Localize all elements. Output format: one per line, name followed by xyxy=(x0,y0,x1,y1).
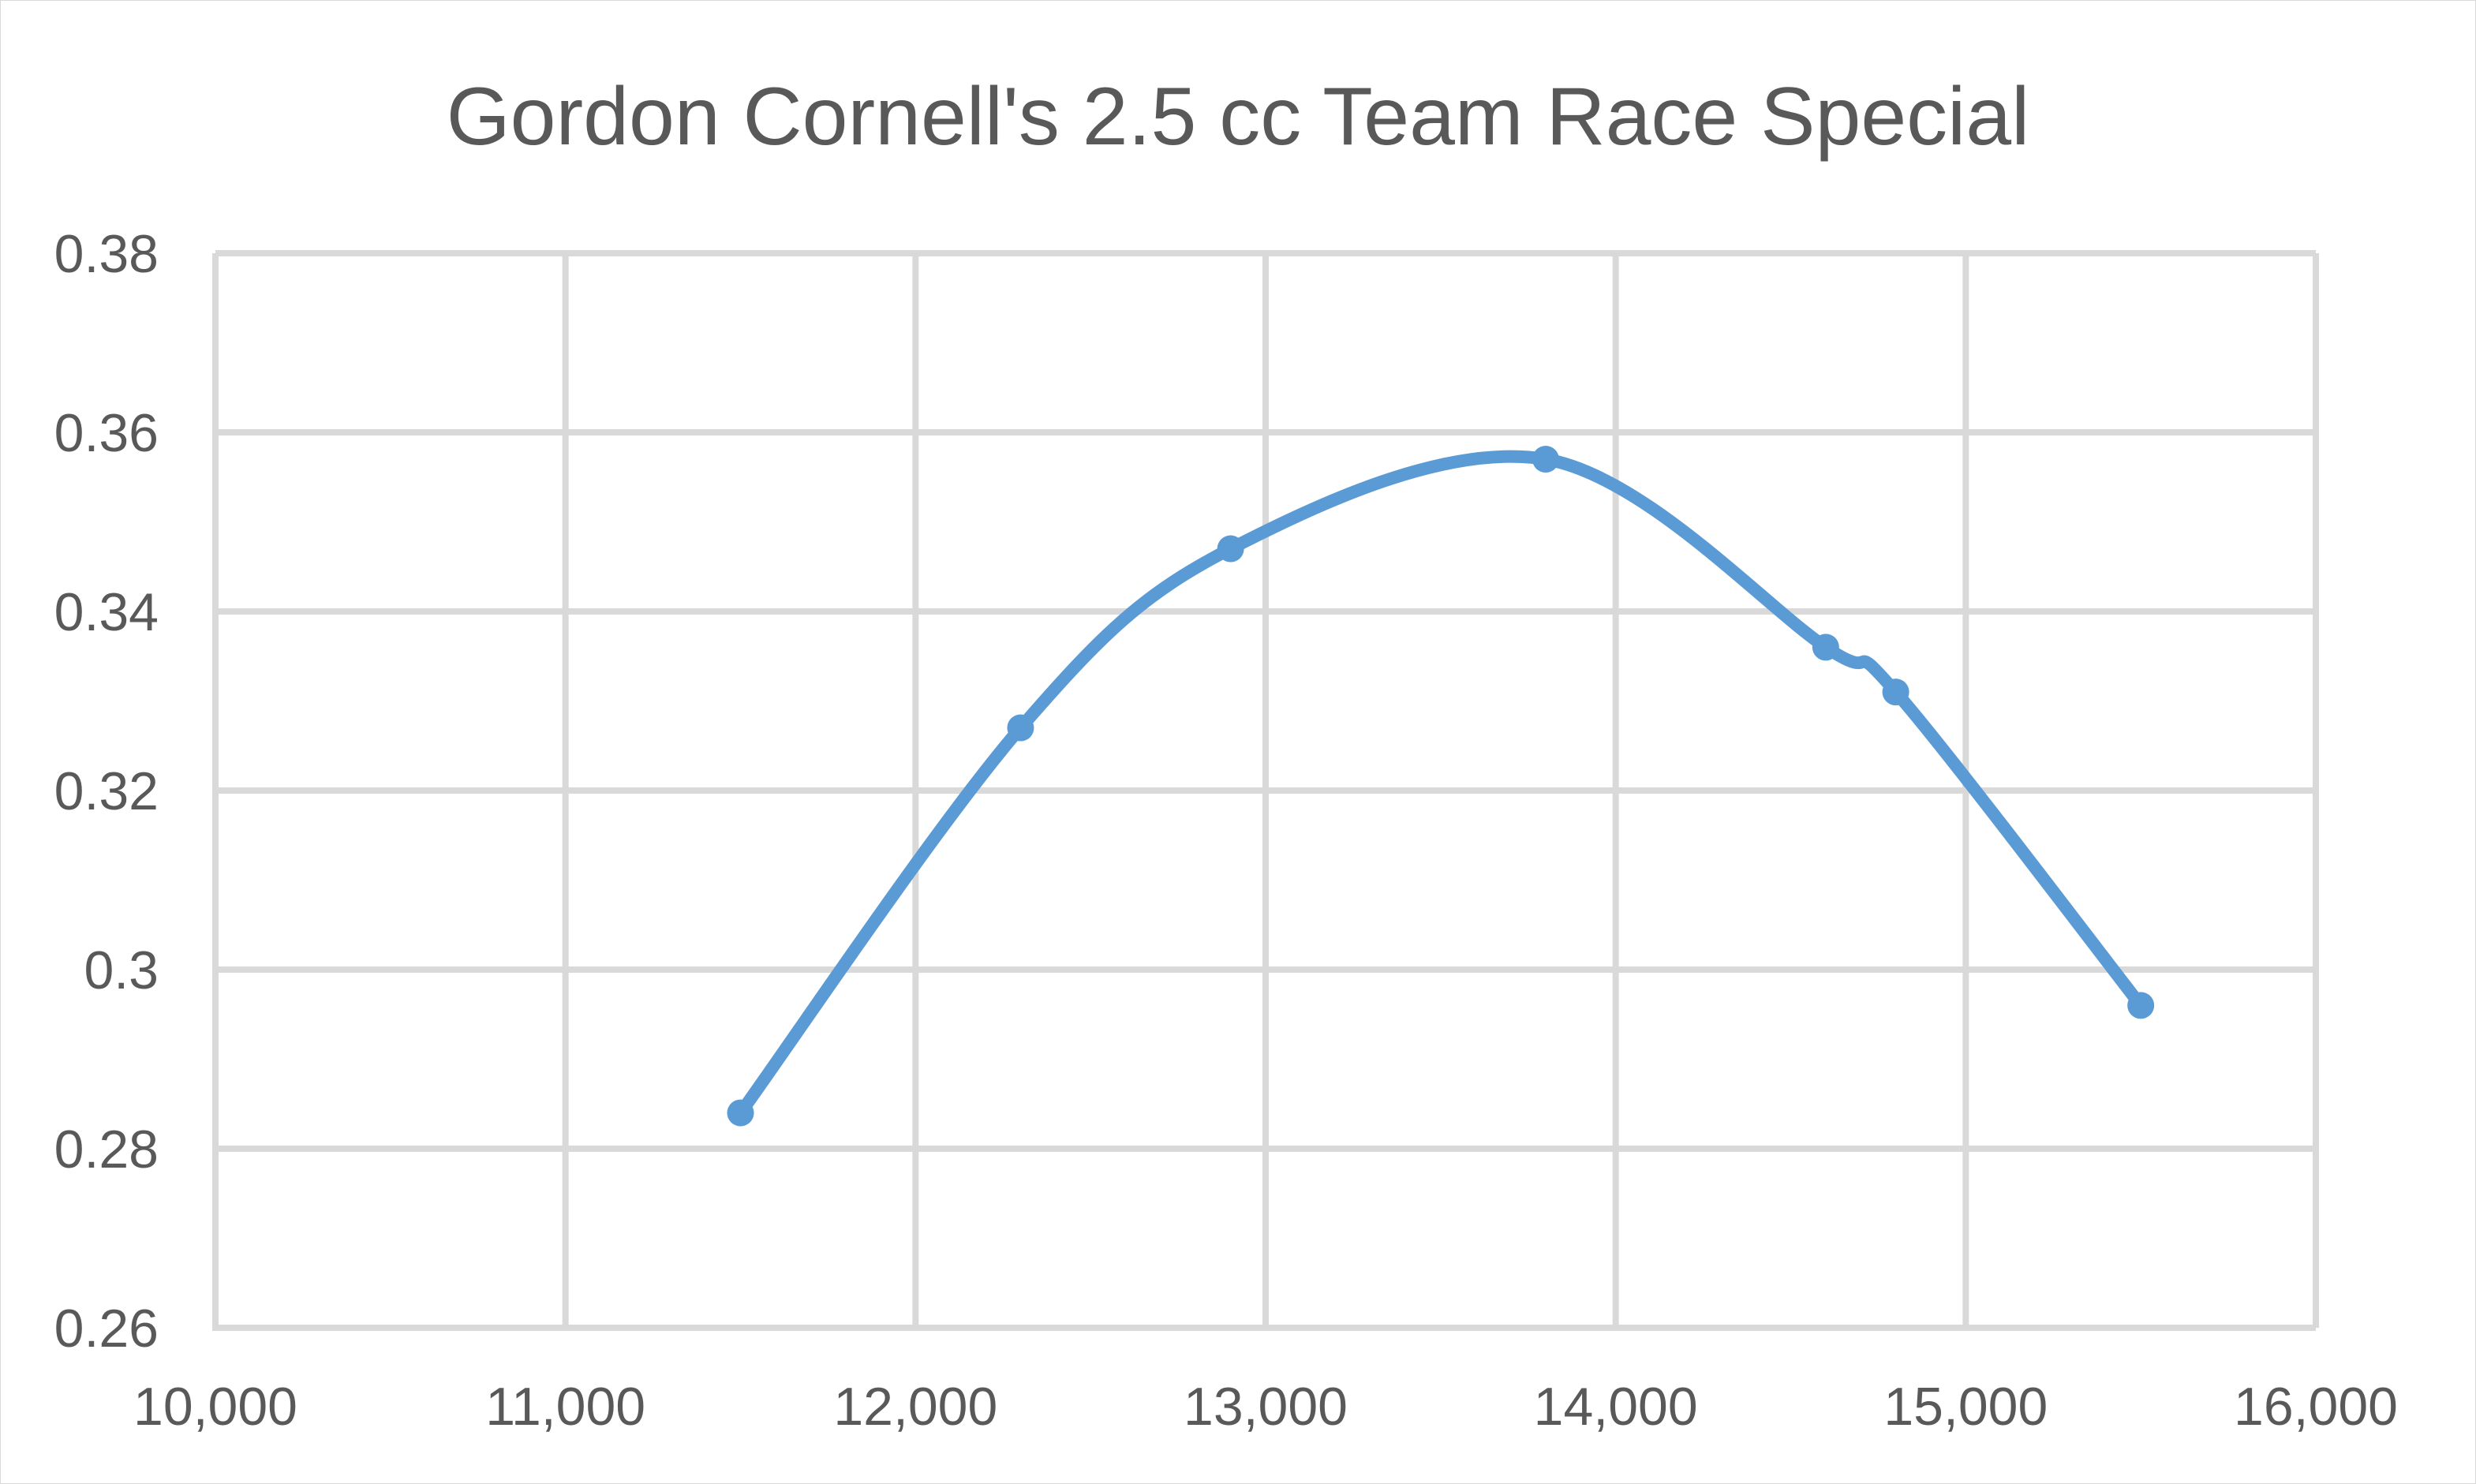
gridlines xyxy=(215,250,2319,1328)
x-tick-label: 15,000 xyxy=(1883,1377,2048,1437)
y-tick-label: 0.28 xyxy=(54,1120,159,1179)
tick-labels: 10,000 11,000 12,000 13,000 14,000 15,000 16,0… xyxy=(54,224,2398,1437)
x-tick-label: 16,000 xyxy=(2234,1377,2398,1437)
data-point-marker xyxy=(1217,535,1244,563)
data-point-marker xyxy=(1532,446,1559,473)
x-tick-label: 12,000 xyxy=(833,1377,997,1437)
y-tick-label: 0.34 xyxy=(54,582,159,642)
data-point-marker xyxy=(2127,992,2155,1019)
chart-title: Gordon Cornell's 2.5 cc Team Race Specia… xyxy=(447,71,2029,163)
x-tick-label: 11,000 xyxy=(485,1377,645,1437)
data-point-marker xyxy=(1812,634,1839,661)
y-tick-label: 0.26 xyxy=(54,1299,159,1359)
y-tick-label: 0.32 xyxy=(54,761,159,821)
y-tick-label: 0.3 xyxy=(84,940,159,1000)
data-point-marker xyxy=(1007,714,1034,742)
y-tick-label: 0.36 xyxy=(54,403,159,463)
y-tick-label: 0.38 xyxy=(54,224,159,284)
x-tick-label: 14,000 xyxy=(1534,1377,1698,1437)
x-tick-label: 13,000 xyxy=(1184,1377,1348,1437)
series-line xyxy=(734,450,2148,1120)
series-layer xyxy=(727,446,2155,1127)
x-tick-label: 10,000 xyxy=(133,1377,297,1437)
data-point-marker xyxy=(1882,678,1909,706)
data-point-marker xyxy=(727,1099,754,1127)
axes xyxy=(212,253,2316,1331)
